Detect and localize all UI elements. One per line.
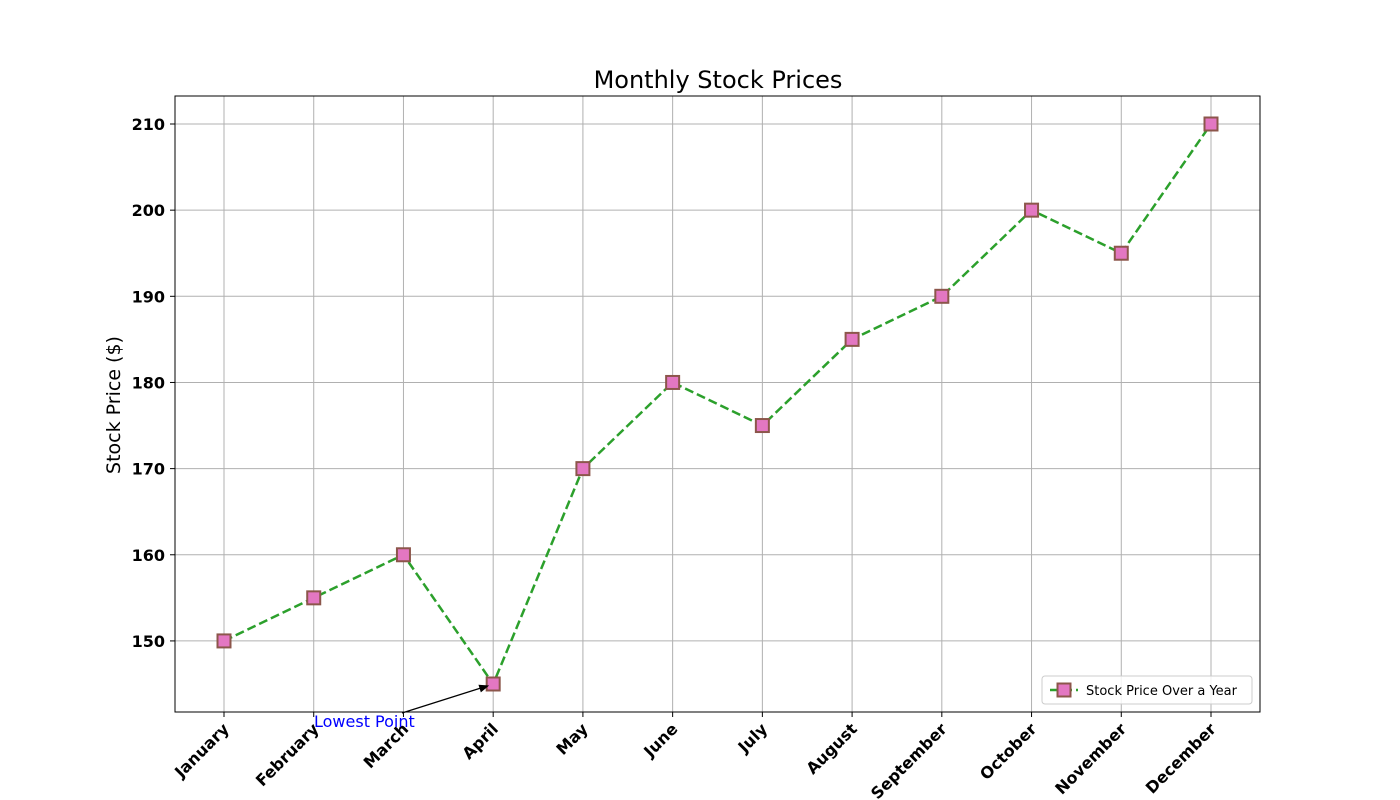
x-tick-label: April [458, 719, 502, 763]
x-tick-label: October [976, 719, 1040, 783]
x-tick-label: February [252, 719, 323, 790]
annotation-label: Lowest Point [314, 712, 415, 731]
legend: Stock Price Over a Year [1041, 675, 1253, 705]
y-tick-label: 180 [132, 373, 165, 392]
annotation-arrow [401, 685, 488, 714]
data-point [306, 590, 322, 606]
annotation-group: Lowest Point [314, 684, 490, 731]
series-group [216, 116, 1219, 692]
x-tick-label: June [639, 719, 681, 761]
x-tick-label: November [1051, 719, 1130, 798]
legend-marker-swatch [1056, 682, 1072, 698]
x-tick-label: August [802, 719, 861, 778]
data-point [1024, 202, 1040, 218]
y-tick-label: 170 [132, 460, 165, 479]
y-tick-label: 190 [132, 287, 165, 306]
series-line [223, 123, 1213, 687]
x-tick-label: July [734, 719, 772, 757]
data-point [216, 633, 232, 649]
y-tick-label: 210 [132, 115, 165, 134]
data-point [665, 374, 681, 390]
grid [175, 96, 1260, 712]
y-tick-label: 160 [132, 546, 165, 565]
data-point [754, 418, 770, 434]
x-tick-label: December [1142, 719, 1220, 797]
plot-frame [174, 95, 1261, 713]
data-point [1203, 116, 1219, 132]
data-point [934, 288, 950, 304]
data-point [575, 461, 591, 477]
data-point [844, 331, 860, 347]
data-point [1113, 245, 1129, 261]
annotation-arrowhead [478, 684, 490, 693]
data-point [395, 547, 411, 563]
x-tick-label: May [552, 719, 592, 759]
y-tick-label: 200 [132, 201, 165, 220]
x-tick-label: January [170, 719, 233, 782]
y-axis-label: Stock Price ($) [103, 336, 125, 474]
x-tick-label: September [867, 719, 951, 800]
legend-box [1041, 675, 1253, 705]
y-tick-label: 150 [132, 632, 165, 651]
data-point [485, 676, 501, 692]
legend-label: Stock Price Over a Year [1086, 684, 1238, 699]
chart-title: Monthly Stock Prices [594, 66, 843, 94]
